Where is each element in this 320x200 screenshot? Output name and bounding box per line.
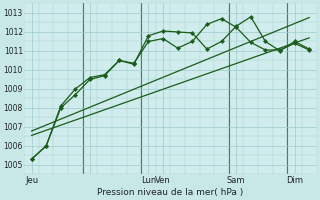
X-axis label: Pression niveau de la mer( hPa ): Pression niveau de la mer( hPa ) — [97, 188, 244, 197]
